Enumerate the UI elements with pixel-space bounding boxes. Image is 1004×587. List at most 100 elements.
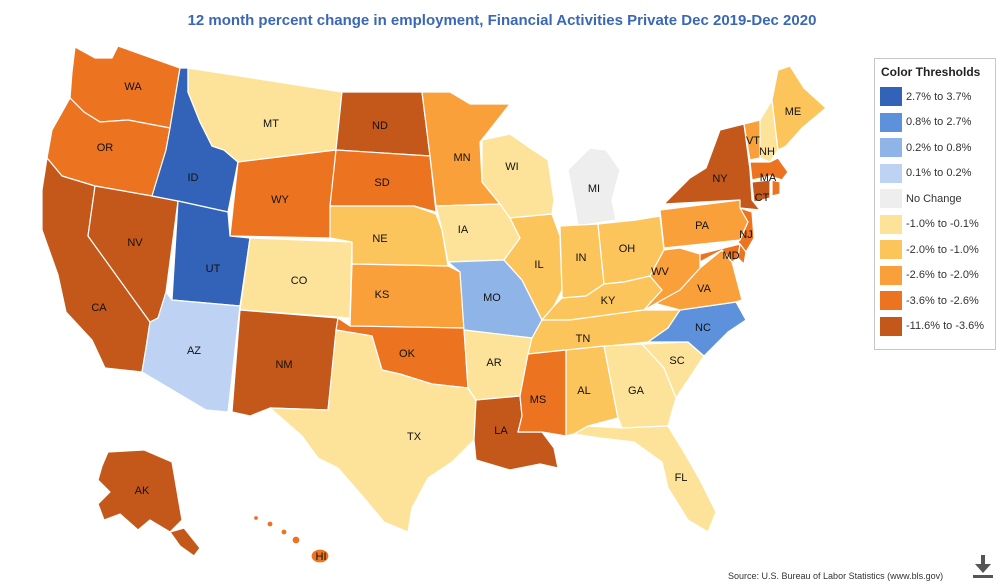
legend-item[interactable]: -11.6% to -3.6% (880, 314, 990, 340)
label-MT: MT (263, 118, 279, 130)
label-WV: WV (651, 266, 669, 278)
legend-label: -11.6% to -3.6% (906, 320, 985, 333)
legend-swatch (880, 265, 902, 285)
source-note: Source: U.S. Bureau of Labor Statistics … (728, 571, 944, 581)
label-MA: MA (760, 172, 777, 184)
label-TN: TN (576, 333, 591, 345)
state-AZ[interactable] (141, 291, 241, 413)
state-HI[interactable] (252, 514, 330, 564)
label-TX: TX (407, 431, 422, 443)
state-MI[interactable] (567, 147, 621, 227)
label-MN: MN (453, 152, 470, 164)
label-MD: MD (722, 250, 739, 262)
legend-swatch (880, 291, 902, 311)
download-icon (973, 555, 993, 578)
label-NH: NH (759, 146, 775, 158)
label-PA: PA (695, 220, 710, 232)
legend-label: 0.1% to 0.2% (906, 167, 972, 180)
legend-item[interactable]: 2.7% to 3.7% (880, 84, 990, 110)
label-SC: SC (669, 355, 684, 367)
label-ME: ME (785, 106, 802, 118)
legend-swatch (880, 138, 902, 158)
label-WY: WY (271, 194, 289, 206)
label-OH: OH (619, 243, 636, 255)
legend-label: -1.0% to -0.1% (906, 218, 979, 231)
label-FL: FL (675, 472, 688, 484)
legend-item[interactable]: 0.1% to 0.2% (880, 161, 990, 187)
legend-title: Color Thresholds (881, 65, 981, 79)
label-KS: KS (375, 289, 390, 301)
state-NY[interactable] (663, 123, 761, 211)
state-TX[interactable] (269, 329, 477, 533)
state-MA[interactable] (749, 157, 789, 181)
label-NV: NV (127, 237, 143, 249)
label-KY: KY (601, 295, 616, 307)
state-ME[interactable] (771, 65, 827, 151)
label-NC: NC (695, 322, 711, 334)
legend-swatch (880, 214, 902, 234)
color-thresholds-legend: Color Thresholds 2.7% to 3.7% 0.8% to 2.… (874, 58, 996, 350)
label-GA: GA (628, 385, 645, 397)
label-IN: IN (576, 252, 587, 264)
state-NC[interactable] (647, 301, 747, 357)
state-SD[interactable] (329, 149, 437, 213)
label-VA: VA (697, 283, 712, 295)
legend-swatch (880, 163, 902, 183)
label-NM: NM (275, 359, 292, 371)
legend-item[interactable]: -2.0% to -1.0% (880, 237, 990, 263)
legend-label: 0.2% to 0.8% (906, 141, 972, 154)
legend-swatch (880, 87, 902, 107)
label-CT: CT (755, 192, 770, 204)
label-LA: LA (494, 425, 508, 437)
legend-item[interactable]: 0.8% to 2.7% (880, 110, 990, 136)
state-WV[interactable] (643, 247, 701, 311)
label-ND: ND (372, 120, 388, 132)
state-AK[interactable] (97, 449, 183, 533)
state-RI[interactable] (771, 179, 781, 197)
label-IL: IL (534, 259, 543, 271)
label-AR: AR (486, 357, 501, 369)
legend-label: No Change (906, 192, 962, 205)
label-HI: HI (316, 551, 327, 563)
legend-label: -2.0% to -1.0% (906, 243, 979, 256)
label-IA: IA (458, 224, 469, 236)
legend-item[interactable]: -3.6% to -2.6% (880, 288, 990, 314)
label-AL: AL (577, 385, 590, 397)
legend-item[interactable]: -1.0% to -0.1% (880, 212, 990, 238)
label-MI: MI (588, 183, 600, 195)
state-DE[interactable] (737, 243, 747, 265)
legend-label: 2.7% to 3.7% (906, 90, 972, 103)
legend-swatch (880, 189, 902, 209)
legend-label: -3.6% to -2.6% (906, 294, 979, 307)
legend-label: 0.8% to 2.7% (906, 116, 972, 129)
state-CT[interactable] (751, 179, 771, 203)
label-AK: AK (135, 485, 150, 497)
legend-item[interactable]: No Change (880, 186, 990, 212)
label-WI: WI (505, 161, 518, 173)
legend-item[interactable]: 0.2% to 0.8% (880, 135, 990, 161)
download-button[interactable] (970, 552, 996, 580)
label-AZ: AZ (187, 345, 201, 357)
label-UT: UT (206, 263, 221, 275)
label-NE: NE (372, 233, 387, 245)
legend-item[interactable]: -2.6% to -2.0% (880, 263, 990, 289)
label-OR: OR (97, 142, 114, 154)
state-WI[interactable] (481, 133, 555, 219)
legend-label: -2.6% to -2.0% (906, 269, 979, 282)
label-ID: ID (188, 172, 199, 184)
label-CA: CA (91, 302, 107, 314)
chart-title: 12 month percent change in employment, F… (187, 12, 817, 29)
label-SD: SD (374, 177, 389, 189)
state-AK-panhandle (169, 527, 201, 557)
state-FL[interactable] (573, 425, 717, 533)
state-KS[interactable] (349, 263, 465, 329)
label-VT: VT (746, 135, 760, 147)
legend-swatch (880, 240, 902, 260)
state-MN[interactable] (421, 91, 511, 207)
label-NJ: NJ (739, 229, 752, 241)
label-CO: CO (291, 275, 308, 287)
label-MS: MS (530, 394, 547, 406)
legend-swatch (880, 316, 902, 336)
label-WA: WA (124, 81, 142, 93)
